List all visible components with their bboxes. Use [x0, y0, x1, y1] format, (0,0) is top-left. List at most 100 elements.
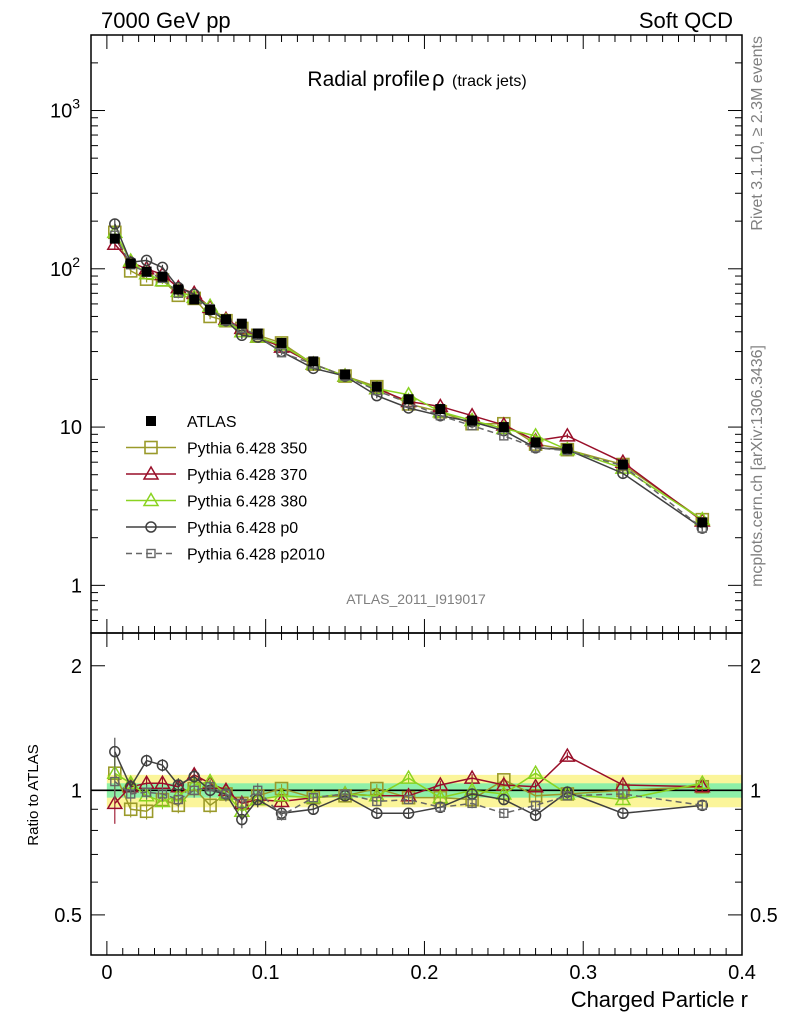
ratio-series-pythia-6-428-p0-point: [109, 745, 121, 758]
series-pythia-6-428-p2010-line: [114, 234, 703, 529]
ratio-y-tick-label-right: 0.5: [750, 905, 778, 927]
main-title-symbol: ρ: [432, 66, 445, 91]
y-tick-label: 103: [50, 96, 80, 123]
ratio-series-pythia-6-428-p0-point: [140, 754, 153, 767]
ratio-series-pythia-6-428-p2010-point: [205, 782, 215, 792]
x-axis-label: Charged Particle r: [571, 987, 748, 1012]
ratio-series-pythia-6-428-p2010-point: [125, 789, 136, 799]
series-atlas-point: [617, 459, 628, 470]
series-pythia-6-428-p0: [109, 218, 709, 534]
ratio-series-pythia-6-428-380-point: [273, 787, 290, 802]
series-atlas-point: [205, 304, 216, 315]
series-atlas-point: [498, 422, 509, 433]
series-pythia-6-428-p0-line: [114, 223, 703, 529]
legend-entry-pythia-6-428-p0: Pythia 6.428 p0: [126, 520, 298, 537]
series-atlas-point: [697, 517, 708, 528]
y-tick-label: 102: [50, 254, 80, 281]
legend-entry-atlas-swatch-marker: [146, 416, 156, 426]
series-pythia-6-428-p0-point: [140, 254, 153, 267]
ratio-series-pythia-6-428-p2010-point: [403, 794, 414, 805]
ratio-series-pythia-6-428-p2010-point: [372, 796, 382, 807]
ratio-series-pythia-6-428-370-line: [114, 755, 703, 805]
ratio-series-pythia-6-428-380-point: [154, 792, 171, 808]
x-tick-label: 0.1: [252, 962, 280, 984]
ratio-series-pythia-6-428-p0-point: [236, 813, 248, 826]
ratio-series-pythia-6-428-p0-point: [529, 809, 542, 822]
ratio-series-pythia-6-428-370-point: [693, 778, 711, 793]
series-atlas-point: [276, 337, 287, 348]
ratio-series-pythia-6-428-p0-point: [172, 779, 185, 791]
ratio-series-pythia-6-428-p0-line: [114, 751, 703, 821]
ratio-series-pythia-6-428-p2010: [110, 765, 708, 821]
ratio-series-pythia-6-428-p2010-point: [189, 785, 199, 796]
legend-entry-pythia-6-428-350-label: Pythia 6.428 350: [187, 441, 307, 458]
ratio-series-pythia-6-428-350-point: [123, 802, 138, 817]
ratio-series-pythia-6-428-p2010-point: [340, 789, 350, 799]
ratio-series-pythia-6-428-p2010-point: [276, 810, 287, 821]
ratio-series-pythia-6-428-p2010-point: [110, 776, 120, 787]
main-plot: 1 10 102 103: [50, 34, 743, 634]
main-frame: [90, 34, 743, 634]
ratio-series-pythia-6-428-380-point: [527, 764, 544, 779]
energy-label: 7000 GeV pp: [101, 8, 231, 33]
ratio-y-tick-label: 1: [71, 780, 82, 802]
ratio-series-pythia-6-428-p2010-point: [157, 789, 168, 799]
main-title-suffix: (track jets): [452, 73, 527, 90]
ratio-series-pythia-6-428-350-line: [114, 772, 703, 813]
ratio-series-pythia-6-428-p2010-point: [237, 798, 247, 809]
ratio-y-tick-label-right: 2: [750, 656, 761, 678]
ratio-series-pythia-6-428-350-point: [139, 804, 154, 819]
ratio-series-pythia-6-428-p2010-point: [253, 785, 263, 796]
ratio-series-pythia-6-428-p2010-line: [114, 780, 703, 817]
series-atlas: [109, 233, 708, 528]
series-pythia-6-428-370-point: [559, 427, 576, 442]
series-atlas-point: [220, 314, 231, 325]
series-atlas-point: [340, 369, 351, 380]
ratio-series-pythia-6-428-p2010-point: [618, 789, 628, 799]
ratio-y-tick-label: 2: [71, 656, 82, 678]
series-atlas-point: [467, 415, 478, 426]
legend-entry-pythia-6-428-350-swatch-marker: [144, 440, 158, 455]
process-label: Soft QCD: [639, 8, 733, 33]
series-atlas-point: [252, 328, 263, 339]
ratio-series-pythia-6-428-p0-point: [156, 759, 169, 771]
series-atlas-point: [125, 258, 136, 269]
legend-entry-pythia-6-428-p2010-swatch-marker: [146, 548, 156, 559]
series-atlas-point: [530, 437, 541, 448]
ratio-series-pythia-6-428-370-point: [559, 747, 576, 762]
series-atlas-point: [236, 318, 247, 329]
ratio-series-pythia-6-428-p0-point: [307, 803, 320, 816]
series-atlas-point: [308, 356, 319, 367]
legend-entry-atlas-label: ATLAS: [187, 414, 237, 431]
ratio-series-pythia-6-428-380-line: [114, 772, 703, 813]
legend-entry-atlas: ATLAS: [146, 414, 237, 431]
ratio-series-pythia-6-428-p2010-point: [467, 798, 477, 809]
ratio-series-pythia-6-428-370-point: [106, 794, 124, 810]
x-tick-label: 0.4: [728, 962, 756, 984]
x-tick-label: 0: [101, 962, 112, 984]
ratio-series-pythia-6-428-380-point: [693, 774, 711, 790]
ratio-series-pythia-6-428-p2010-point: [435, 802, 446, 812]
ratio-series-pythia-6-428-p2010-point: [221, 789, 231, 799]
main-title: Radial profile: [307, 68, 430, 91]
ratio-series-pythia-6-428-p0-point: [402, 807, 415, 820]
ratio-series-pythia-6-428-380-point: [400, 769, 417, 784]
mcplots-label: mcplots.cern.ch [arXiv:1306.3436]: [749, 345, 766, 587]
ratio-series-pythia-6-428-p2010-point: [499, 808, 509, 819]
legend-entry-pythia-6-428-380: Pythia 6.428 380: [126, 492, 307, 511]
series-pythia-6-428-p2010-point: [276, 348, 287, 358]
ratio-series-pythia-6-428-p0-point: [188, 770, 200, 783]
ratio-series-pythia-6-428-p2010-point: [173, 794, 184, 805]
ratio-series-pythia-6-428-p2010-point: [308, 792, 318, 803]
legend-entry-pythia-6-428-p2010: Pythia 6.428 p2010: [126, 547, 325, 564]
series-pythia-6-428-p0-point: [109, 218, 121, 230]
rivet-version-label: Rivet 3.1.10, ≥ 2.3M events: [749, 36, 766, 231]
series-pythia-6-428-350-line: [114, 232, 703, 521]
ratio-series-pythia-6-428-350-point: [203, 798, 217, 813]
legend-entry-pythia-6-428-p0-swatch-marker: [145, 521, 157, 533]
series-atlas-point: [403, 394, 414, 405]
ratio-series-pythia-6-428-p0-point: [617, 807, 629, 820]
ratio-plot: 0 0.1 0.2 0.3 0.4 0.5 0.5 1 1 2 2: [54, 632, 778, 984]
series-atlas-point: [141, 266, 152, 277]
ratio-y-tick-label: 0.5: [54, 905, 82, 927]
